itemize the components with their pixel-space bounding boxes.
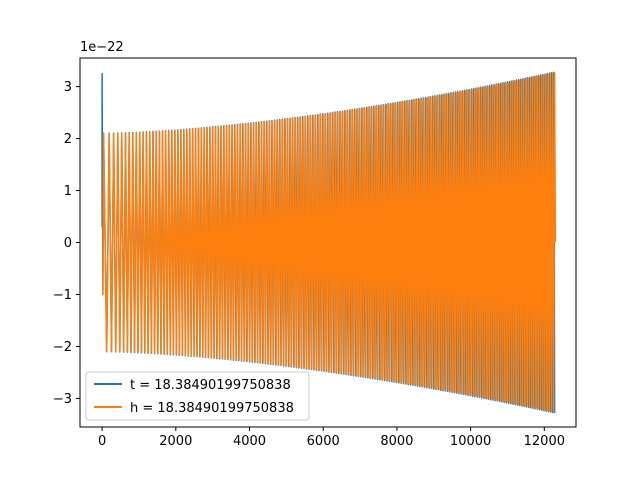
legend-label-h: h = 18.38490199750838 (130, 401, 294, 416)
x-tick-label: 8000 (380, 434, 413, 449)
y-tick-label: −3 (53, 392, 72, 407)
x-tick-label: 6000 (307, 434, 340, 449)
y-offset-label: 1e−22 (80, 40, 124, 55)
x-tick-label: 2000 (159, 434, 192, 449)
x-tick-label: 0 (98, 434, 106, 449)
plot-area (101, 71, 557, 414)
axes: 0 2000 4000 6000 8000 10000 12000 3 2 1 0 −1 −2 −3 (53, 57, 577, 449)
series-line-h (102, 72, 557, 413)
y-tick-label: 1 (64, 184, 72, 199)
y-tick-label: −2 (53, 340, 72, 355)
legend: t = 18.38490199750838 h = 18.38490199750… (85, 371, 310, 421)
y-tick-label: 3 (64, 80, 72, 95)
x-tick-label: 12000 (524, 434, 565, 449)
y-tick-label: 2 (64, 132, 72, 147)
y-tick-label: −1 (53, 288, 72, 303)
x-tick-label: 4000 (233, 434, 266, 449)
legend-label-t: t = 18.38490199750838 (130, 378, 291, 393)
x-tick-label: 10000 (450, 434, 491, 449)
y-tick-label: 0 (64, 236, 72, 251)
legend-box (85, 371, 310, 421)
